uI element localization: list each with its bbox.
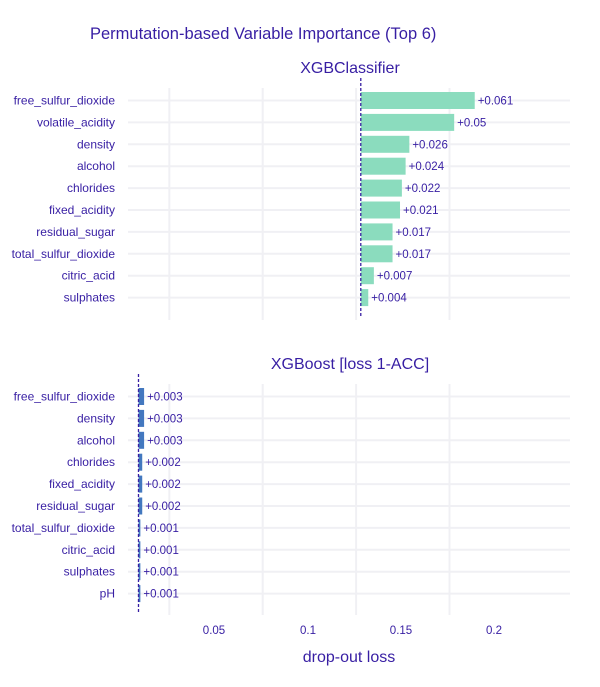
bar <box>138 453 143 471</box>
y-tick-label: residual_sugar <box>36 225 115 239</box>
data-label: +0.002 <box>145 501 181 513</box>
bar <box>138 475 143 493</box>
panel-title-xgbclassifier: XGBClassifier <box>300 60 400 77</box>
data-label: +0.061 <box>478 96 513 108</box>
data-label: +0.007 <box>377 271 413 283</box>
x-tick-label: 0.2 <box>486 625 502 637</box>
y-tick-label: chlorides <box>67 181 115 195</box>
bar <box>138 585 141 603</box>
x-axis-ticks: 0.05 0.1 0.15 0.2 <box>203 625 502 637</box>
data-label: +0.003 <box>147 413 183 425</box>
bar <box>360 267 374 285</box>
data-label: +0.001 <box>143 523 179 535</box>
data-label: +0.021 <box>403 205 439 217</box>
data-label: +0.001 <box>143 589 179 601</box>
bar <box>138 409 145 427</box>
bar <box>138 497 143 515</box>
y-tick-label: density <box>77 137 115 151</box>
y-tick-label: total_sulfur_dioxide <box>12 247 116 261</box>
x-axis-label: drop-out loss <box>303 649 396 666</box>
y-tick-label: alcohol <box>77 159 115 173</box>
data-label: +0.022 <box>405 183 441 195</box>
data-label: +0.026 <box>412 139 448 151</box>
bar <box>360 179 402 197</box>
bar <box>360 223 393 241</box>
data-label: +0.002 <box>145 479 181 491</box>
y-tick-label: citric_acid <box>62 543 115 557</box>
y-tick-label: free_sulfur_dioxide <box>14 94 116 108</box>
bar <box>138 388 145 405</box>
bar <box>360 135 410 153</box>
data-label: +0.003 <box>147 392 183 404</box>
bar <box>138 431 145 449</box>
panel-xgbclassifier: free_sulfur_dioxide +0.061 volatile_acidit… <box>12 78 570 320</box>
data-label: +0.001 <box>143 545 179 557</box>
y-tick-label: sulphates <box>64 565 115 579</box>
bar <box>138 519 141 537</box>
data-label: +0.017 <box>396 249 432 261</box>
data-label: +0.017 <box>396 227 432 239</box>
x-tick-label: 0.1 <box>300 625 316 637</box>
x-tick-label: 0.05 <box>203 625 225 637</box>
y-tick-label: chlorides <box>67 455 115 469</box>
bar <box>360 92 475 109</box>
data-label: +0.001 <box>143 567 179 579</box>
y-tick-label: residual_sugar <box>36 499 115 513</box>
bar <box>360 201 401 219</box>
data-label: +0.002 <box>145 457 181 469</box>
bar <box>138 541 141 559</box>
y-tick-label: fixed_acidity <box>49 477 115 491</box>
y-tick-label: free_sulfur_dioxide <box>14 390 116 404</box>
y-tick-label: pH <box>100 587 115 601</box>
y-tick-label: volatile_acidity <box>37 115 115 129</box>
bar <box>360 113 455 131</box>
bar <box>138 563 141 581</box>
data-label: +0.05 <box>457 117 486 129</box>
y-tick-label: citric_acid <box>62 269 115 283</box>
bar <box>360 289 369 307</box>
y-tick-label: alcohol <box>77 433 115 447</box>
x-tick-label: 0.15 <box>390 625 412 637</box>
data-label: +0.024 <box>409 161 445 173</box>
y-tick-label: fixed_acidity <box>49 203 115 217</box>
y-tick-label: total_sulfur_dioxide <box>12 521 116 535</box>
data-label: +0.003 <box>147 435 183 447</box>
y-tick-label: density <box>77 411 115 425</box>
bar <box>360 157 406 175</box>
panel-xgboost: free_sulfur_dioxide +0.003 density +0.003 al… <box>12 374 570 615</box>
y-tick-label: sulphates <box>64 291 115 305</box>
data-label: +0.004 <box>371 293 407 305</box>
chart-title: Permutation-based Variable Importance (T… <box>90 25 436 43</box>
panel-title-xgboost: XGBoost [loss 1-ACC] <box>271 356 429 373</box>
bar <box>360 245 393 263</box>
